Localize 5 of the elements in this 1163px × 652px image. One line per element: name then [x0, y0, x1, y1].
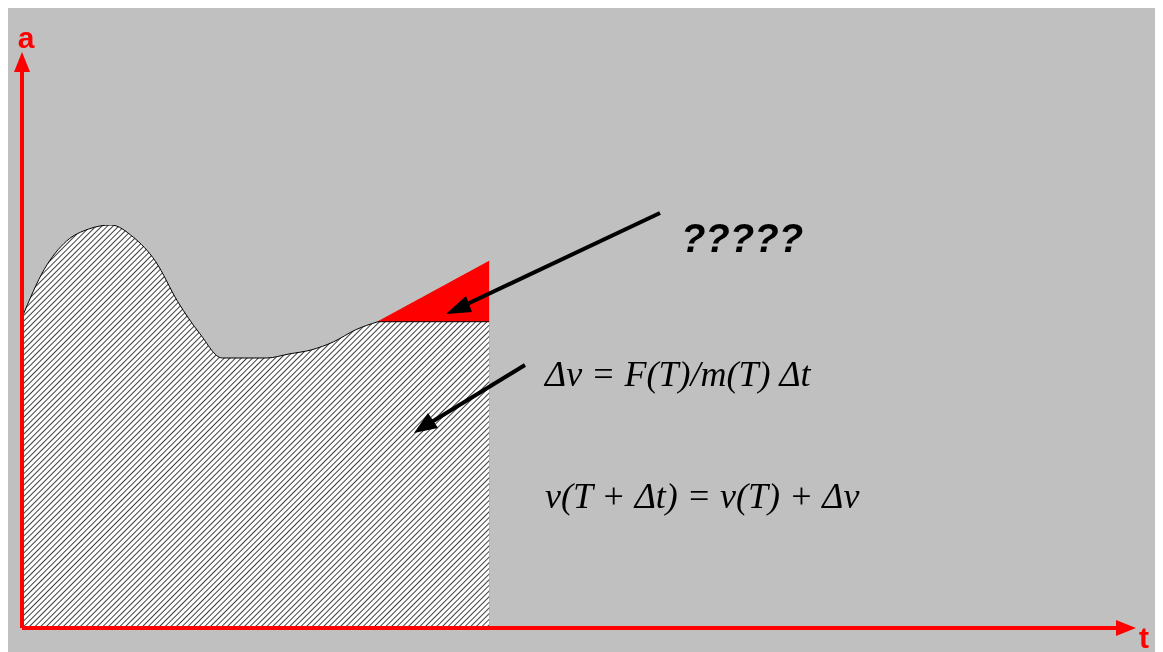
annotation: v(T + Δt) = v(T) + Δv — [545, 476, 860, 516]
text: a — [17, 21, 35, 54]
annotation: ????? — [680, 216, 804, 260]
x-axis-title: t — [1139, 621, 1149, 652]
annotation: Δv = F(T)/m(T) Δt — [543, 354, 812, 394]
